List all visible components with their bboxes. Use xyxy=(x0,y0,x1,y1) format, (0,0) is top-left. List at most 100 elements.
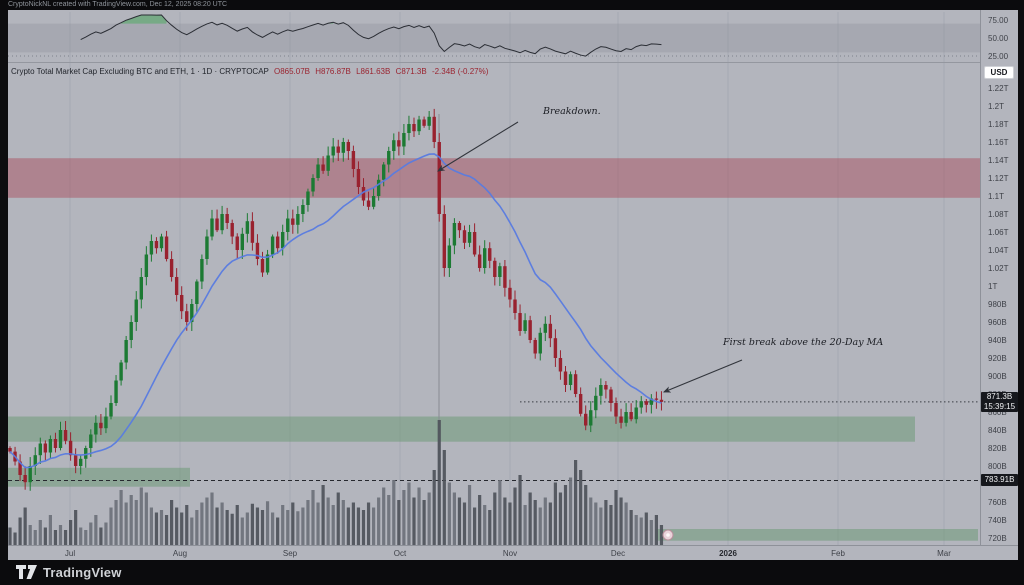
candle-body xyxy=(260,259,265,273)
symbol-legend[interactable]: Crypto Total Market Cap Excluding BTC an… xyxy=(11,67,488,76)
candle-body xyxy=(28,466,32,483)
candle-body xyxy=(488,248,492,261)
volume-bar xyxy=(180,512,184,545)
volume-bar xyxy=(74,510,78,545)
candle-body xyxy=(594,395,598,411)
price-axis-label: 1.16T xyxy=(988,138,1009,147)
candle-body xyxy=(225,214,229,223)
price-axis-label: 760B xyxy=(988,498,1007,507)
volume-bar xyxy=(190,517,194,545)
candle-body xyxy=(346,142,351,151)
candle-body xyxy=(84,448,88,459)
candle-body xyxy=(200,259,204,282)
volume-bar xyxy=(286,510,290,545)
currency-toggle-button[interactable]: USD xyxy=(984,66,1014,79)
candle-body xyxy=(164,236,169,259)
volume-bar xyxy=(306,500,310,545)
candle-body xyxy=(8,448,12,452)
candle-body xyxy=(275,236,280,249)
volume-bar xyxy=(139,487,143,545)
volume-bar xyxy=(230,513,234,545)
candle-body xyxy=(220,214,224,231)
price-scale-separator[interactable] xyxy=(980,10,981,545)
volume-bar xyxy=(351,502,355,545)
candle-body xyxy=(452,223,457,246)
price-axis-label: 1.1T xyxy=(988,192,1005,201)
volume-bar xyxy=(134,500,138,545)
candle-body xyxy=(341,142,345,153)
volume-bar xyxy=(397,500,401,545)
candle-body xyxy=(129,322,133,340)
volume-bar xyxy=(185,505,189,545)
chart-window[interactable]: Crypto Total Market Cap Excluding BTC an… xyxy=(8,10,1018,560)
candle-body xyxy=(417,119,421,132)
volume-bar xyxy=(644,512,648,545)
volume-bar xyxy=(79,527,83,545)
volume-bar xyxy=(659,525,664,545)
candle-body xyxy=(614,403,618,417)
volume-bar xyxy=(331,505,335,545)
volume-bar xyxy=(119,490,123,545)
volume-bar xyxy=(437,420,441,545)
volume-bar xyxy=(109,507,113,545)
tradingview-logo-icon[interactable] xyxy=(16,565,37,580)
volume-bar xyxy=(260,510,265,545)
volume-bar xyxy=(23,507,27,545)
volume-bar xyxy=(467,485,472,545)
candle-body xyxy=(427,116,431,126)
ma-20-line xyxy=(9,153,662,469)
candle-body xyxy=(402,133,406,147)
pane-separator[interactable] xyxy=(8,62,980,63)
ohlc-low: L861.63B xyxy=(356,67,391,76)
chart-canvas[interactable] xyxy=(8,10,1018,560)
candle-body xyxy=(38,443,42,456)
volume-bar xyxy=(18,517,22,545)
breakdown-annotation[interactable]: Breakdown. xyxy=(543,106,601,117)
change-value: -2.34B (-0.27%) xyxy=(431,67,489,76)
price-axis-label: 800B xyxy=(988,462,1007,471)
volume-bar xyxy=(361,510,366,545)
candle-body xyxy=(104,416,108,429)
volume-bar xyxy=(341,500,345,545)
volume-bar xyxy=(276,517,280,545)
candle-body xyxy=(331,146,335,156)
candle-body xyxy=(321,164,325,171)
candle-body xyxy=(139,277,143,300)
candle-body xyxy=(533,340,537,354)
price-axis-label: 820B xyxy=(988,444,1007,453)
volume-bar xyxy=(164,515,169,545)
time-axis-label: Feb xyxy=(831,549,845,558)
candle-body xyxy=(573,374,578,394)
volume-bar xyxy=(154,512,159,545)
attribution-bar: CryptoNickNL created with TradingView.co… xyxy=(0,0,1024,10)
candle-body xyxy=(296,214,300,225)
volume-bar xyxy=(33,530,37,545)
price-axis-label: 1.22T xyxy=(988,84,1009,93)
volume-bar xyxy=(493,492,497,545)
rsi-line xyxy=(80,14,662,57)
tradingview-brand-text[interactable]: TradingView xyxy=(43,565,122,580)
ma-break-annotation[interactable]: First break above the 20-Day MA xyxy=(723,337,884,348)
volume-bar xyxy=(594,502,598,545)
volume-bar xyxy=(195,510,199,545)
sticker-icon-center xyxy=(666,533,670,537)
candle-body xyxy=(558,358,563,372)
volume-bar xyxy=(104,522,108,545)
candle-body xyxy=(376,179,381,196)
volume-bar xyxy=(159,510,164,545)
candle-body xyxy=(205,236,209,259)
volume-bar xyxy=(639,517,643,545)
candle-body xyxy=(649,398,654,405)
volume-bar xyxy=(271,512,275,545)
volume-bar xyxy=(281,505,285,545)
annotation-arrow xyxy=(437,121,519,172)
time-axis-label: Mar xyxy=(937,549,951,558)
volume-bar xyxy=(579,470,583,545)
candle-body xyxy=(392,140,396,151)
volume-bar xyxy=(200,502,204,545)
candle-body xyxy=(79,458,83,466)
volume-bar xyxy=(129,495,133,545)
time-axis-label: Aug xyxy=(172,549,188,558)
volume-bar xyxy=(523,505,527,545)
volume-bar xyxy=(321,485,325,545)
